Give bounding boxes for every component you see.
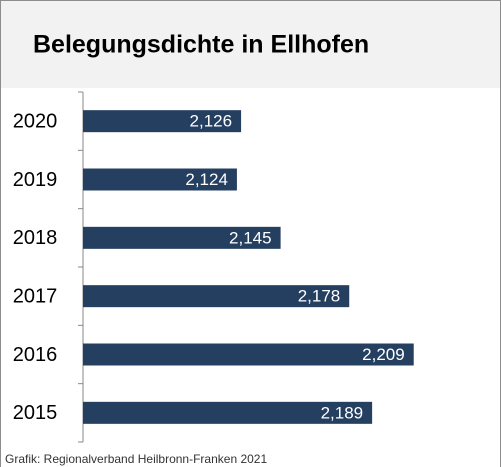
y-tick-label: 2015 [13, 402, 58, 424]
value-label: 2,189 [321, 403, 364, 422]
value-label: 2,178 [298, 287, 341, 306]
y-tick-label: 2016 [13, 344, 58, 366]
bar [83, 168, 237, 191]
chart-title: Belegungsdichte in Ellhofen [33, 31, 369, 59]
bar [83, 343, 414, 366]
value-label: 2,126 [190, 112, 233, 131]
bar [83, 110, 242, 133]
value-label: 2,124 [185, 170, 228, 189]
source-note: Grafik: Regionalverband Heilbronn-Franke… [5, 452, 267, 466]
value-label: 2,209 [362, 345, 405, 364]
y-tick-label: 2019 [13, 169, 58, 191]
y-tick-label: 2017 [13, 285, 58, 307]
bar [83, 226, 281, 249]
y-tick-label: 2018 [13, 227, 58, 249]
y-tick-label: 2020 [13, 110, 58, 132]
bar [83, 401, 373, 424]
bar [83, 285, 350, 308]
value-label: 2,145 [229, 228, 272, 247]
